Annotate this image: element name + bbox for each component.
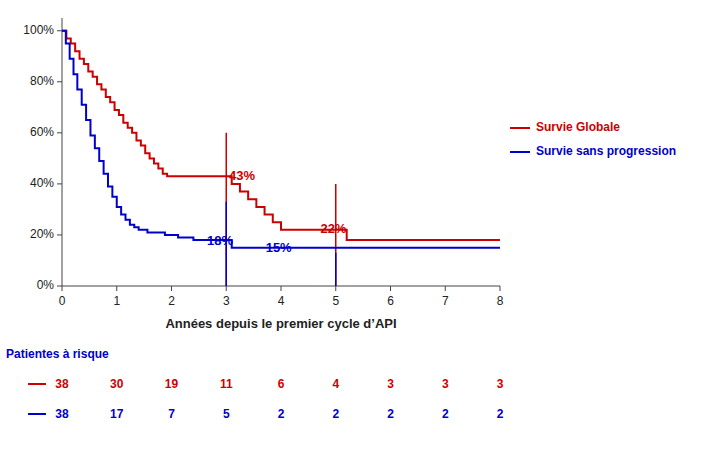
annotation: 43% — [229, 168, 255, 183]
x-tick-label: 8 — [497, 294, 504, 308]
y-tick — [57, 30, 62, 31]
reference-line — [226, 133, 228, 286]
risk-number: 3 — [497, 377, 504, 391]
survival-curve — [62, 31, 500, 240]
legend-entry: Survie Globale — [536, 120, 620, 134]
y-tick — [57, 183, 62, 184]
legend-entry: Survie sans progression — [536, 144, 676, 158]
risk-number: 30 — [110, 377, 124, 391]
risk-number: 2 — [278, 407, 285, 421]
reference-line — [335, 253, 337, 286]
risk-table-title: Patientes à risque — [6, 347, 109, 361]
annotation: 15% — [266, 240, 292, 255]
risk-number: 3 — [442, 377, 449, 391]
risk-table: Patientes à risque 38 30 19 11 6 4 3 3 3 38 17 7 5 2 2 2… — [6, 347, 504, 421]
x-tick-label: 0 — [59, 294, 66, 308]
risk-number: 19 — [165, 377, 179, 391]
risk-number: 3 — [387, 377, 394, 391]
risk-number: 2 — [387, 407, 394, 421]
x-tick-label: 3 — [223, 294, 230, 308]
risk-row-swatch — [28, 383, 46, 385]
risk-number: 38 — [55, 407, 69, 421]
x-axis: 0 1 2 3 4 5 6 7 8 — [59, 286, 504, 308]
legend: Survie Globale Survie sans progression — [510, 120, 676, 158]
y-tick-label: 100% — [23, 23, 54, 37]
annotation: 22% — [320, 221, 346, 236]
y-tick-label: 40% — [30, 176, 54, 190]
y-tick — [57, 132, 62, 133]
chart: 0% 20% 40% 60% 80% 100% 0 1 2 3 4 5 6 7 8 Années depuis… — [0, 0, 722, 476]
x-tick — [62, 286, 63, 291]
x-tick-label: 2 — [168, 294, 175, 308]
risk-number: 11 — [220, 377, 233, 391]
risk-number: 17 — [110, 407, 124, 421]
x-tick-label: 4 — [278, 294, 285, 308]
risk-number: 2 — [497, 407, 504, 421]
y-tick-label: 60% — [30, 125, 54, 139]
x-tick — [500, 286, 501, 291]
x-tick — [335, 286, 336, 291]
y-axis-line — [62, 18, 63, 286]
risk-number: 38 — [55, 377, 69, 391]
risk-row-swatch — [28, 413, 46, 415]
risk-number: 6 — [278, 377, 285, 391]
risk-number: 2 — [442, 407, 449, 421]
x-tick — [116, 286, 117, 291]
y-tick — [57, 234, 62, 235]
legend-swatch — [510, 127, 530, 129]
x-tick-label: 1 — [113, 294, 120, 308]
x-tick — [390, 286, 391, 291]
page: {"chart_data": { "type": "step", "xlabel… — [0, 0, 722, 476]
x-tick — [171, 286, 172, 291]
risk-number: 2 — [332, 407, 339, 421]
x-tick — [445, 286, 446, 291]
risk-number: 5 — [223, 407, 230, 421]
annotations: 43% 22% 18% 15% — [207, 168, 347, 256]
plot-area — [62, 31, 500, 286]
survival-curve — [62, 31, 500, 248]
y-tick-label: 0% — [37, 278, 55, 292]
legend-swatch — [510, 151, 530, 153]
risk-number: 7 — [168, 407, 175, 421]
x-tick-label: 5 — [332, 294, 339, 308]
y-tick — [57, 286, 62, 287]
risk-number: 4 — [332, 377, 339, 391]
x-tick — [226, 286, 227, 291]
x-tick-label: 7 — [442, 294, 449, 308]
y-tick-label: 80% — [30, 74, 54, 88]
x-axis-label: Années depuis le premier cycle d’API — [165, 316, 396, 331]
y-tick — [57, 81, 62, 82]
y-tick-label: 20% — [30, 227, 54, 241]
y-axis: 0% 20% 40% 60% 80% 100% — [23, 18, 62, 292]
x-tick-label: 6 — [387, 294, 394, 308]
x-tick — [281, 286, 282, 291]
annotation: 18% — [207, 233, 233, 248]
